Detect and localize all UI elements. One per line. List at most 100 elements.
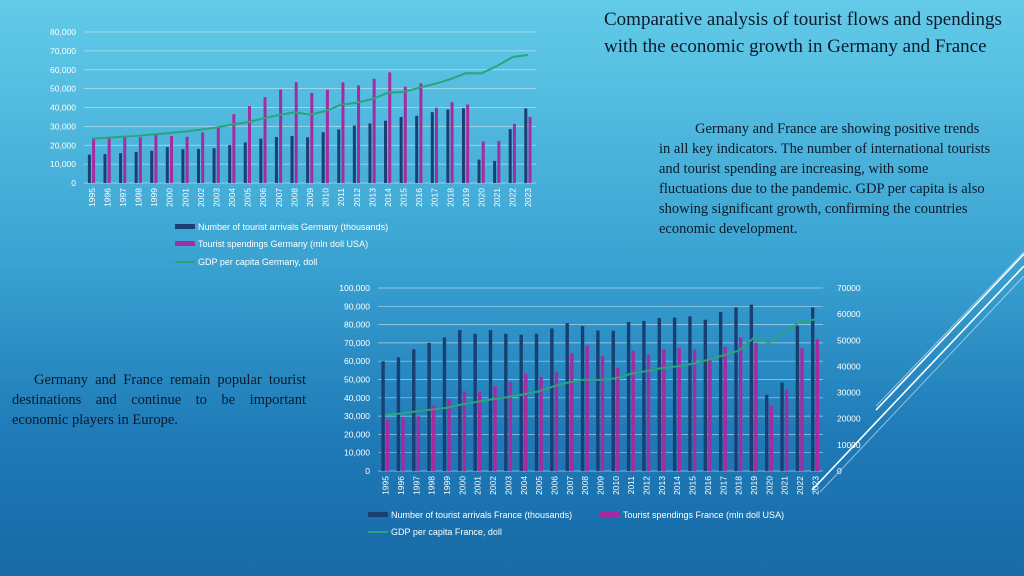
bar-spendings	[450, 102, 454, 183]
x-tick-label: 1995	[381, 476, 391, 495]
bar-arrivals	[368, 123, 372, 183]
x-tick-label: 1996	[102, 188, 112, 207]
legend-label: Tourist spendings Germany (mln doll USA)	[198, 239, 368, 249]
bar-spendings	[310, 92, 314, 183]
bar-arrivals	[596, 330, 600, 471]
bar-arrivals	[458, 330, 462, 471]
legend-label: Number of tourist arrivals Germany (thou…	[198, 222, 388, 232]
bar-spendings	[528, 116, 532, 183]
bar-arrivals	[657, 318, 661, 471]
y-tick-label: 0	[71, 178, 76, 188]
x-tick-label: 2003	[503, 476, 513, 495]
y-tick-label: 40,000	[344, 393, 370, 403]
x-tick-label: 2022	[508, 188, 518, 207]
bar-spendings	[372, 78, 376, 183]
bar-spendings	[554, 371, 559, 471]
x-tick-label: 2011	[336, 188, 346, 207]
bar-spendings	[478, 392, 482, 471]
bar-spendings	[784, 389, 789, 471]
bar-spendings	[662, 349, 666, 471]
x-tick-label: 2015	[399, 188, 409, 207]
x-tick-label: 2009	[596, 476, 606, 495]
bar-spendings	[481, 141, 485, 183]
bar-arrivals	[415, 115, 419, 183]
y2-tick-label: 30000	[837, 388, 861, 398]
bar-arrivals	[259, 138, 263, 183]
x-tick-label: 2016	[703, 476, 713, 495]
x-tick-label: 2015	[688, 476, 698, 495]
x-tick-label: 2006	[258, 188, 268, 207]
bar-arrivals	[228, 145, 232, 183]
bar-arrivals	[381, 361, 385, 471]
bar-spendings	[294, 82, 298, 183]
x-tick-label: 2018	[734, 476, 744, 495]
bar-spendings	[708, 358, 712, 471]
bar-spendings	[677, 348, 681, 471]
bar-arrivals	[196, 149, 200, 183]
y2-tick-label: 70000	[837, 283, 861, 293]
bar-arrivals	[565, 323, 569, 471]
y-tick-label: 80,000	[50, 27, 76, 37]
bar-arrivals	[749, 304, 754, 471]
x-tick-label: 2021	[780, 476, 790, 495]
bar-arrivals	[534, 333, 539, 471]
x-tick-label: 2008	[580, 476, 590, 495]
bar-arrivals	[384, 120, 388, 183]
legend-label: Tourist spendings France (mln doll USA)	[623, 510, 784, 520]
bar-spendings	[493, 386, 497, 471]
x-tick-label: 2007	[565, 476, 575, 495]
x-tick-label: 2022	[795, 476, 805, 495]
legend-swatch-bar	[600, 512, 620, 517]
x-tick-label: 1998	[427, 476, 437, 495]
bar-spendings	[512, 123, 516, 183]
legend-label: GDP per capita Germany, doll	[198, 257, 317, 267]
x-tick-label: 2000	[165, 188, 175, 207]
x-tick-label: 2002	[488, 476, 498, 495]
bar-arrivals	[718, 311, 723, 471]
y-tick-label: 10,000	[50, 159, 76, 169]
x-tick-label: 2023	[523, 188, 533, 207]
bar-arrivals	[274, 136, 278, 183]
bar-arrivals	[519, 334, 523, 471]
bar-arrivals	[119, 153, 123, 183]
x-tick-label: 2014	[672, 476, 682, 495]
bar-spendings	[631, 350, 635, 471]
y-tick-label: 50,000	[50, 84, 76, 94]
x-tick-label: 1997	[411, 476, 421, 495]
bar-arrivals	[165, 147, 169, 183]
bar-arrivals	[493, 160, 497, 183]
bar-arrivals	[446, 109, 450, 183]
bar-spendings	[524, 373, 528, 471]
bar-arrivals	[764, 394, 769, 471]
bar-arrivals	[290, 136, 294, 183]
bar-spendings	[723, 346, 727, 471]
bar-arrivals	[688, 316, 692, 471]
bar-spendings	[92, 138, 96, 183]
y-tick-label: 100,000	[339, 283, 370, 293]
y-tick-label: 20,000	[50, 140, 76, 150]
y-tick-label: 60,000	[50, 65, 76, 75]
bar-arrivals	[550, 328, 554, 471]
description-left: Germany and France remain popular touris…	[12, 372, 306, 428]
bar-arrivals	[477, 159, 481, 183]
legend-swatch-bar	[175, 224, 195, 229]
x-tick-label: 2019	[461, 188, 471, 207]
bar-arrivals	[103, 154, 107, 183]
bar-arrivals	[181, 149, 185, 183]
slide-title: Comparative analysis of tourist flows an…	[604, 9, 1002, 57]
x-tick-label: 2020	[764, 476, 774, 495]
bar-spendings	[646, 354, 651, 471]
y-tick-label: 50,000	[344, 375, 370, 385]
bar-arrivals	[642, 320, 646, 471]
x-tick-label: 2002	[196, 188, 206, 207]
france-chart: 0 10,000 20,000 30,000 40,000 50,000 60,000 70,…	[339, 283, 861, 533]
x-tick-label: 2008	[289, 188, 299, 207]
bar-arrivals	[442, 337, 447, 471]
x-tick-label: 2021	[492, 188, 502, 207]
bar-spendings	[170, 136, 174, 183]
x-tick-label: 2001	[473, 476, 483, 495]
y-tick-label: 90,000	[344, 301, 370, 311]
bar-spendings	[201, 132, 205, 183]
bar-arrivals	[321, 132, 325, 183]
x-tick-label: 2016	[414, 188, 424, 207]
